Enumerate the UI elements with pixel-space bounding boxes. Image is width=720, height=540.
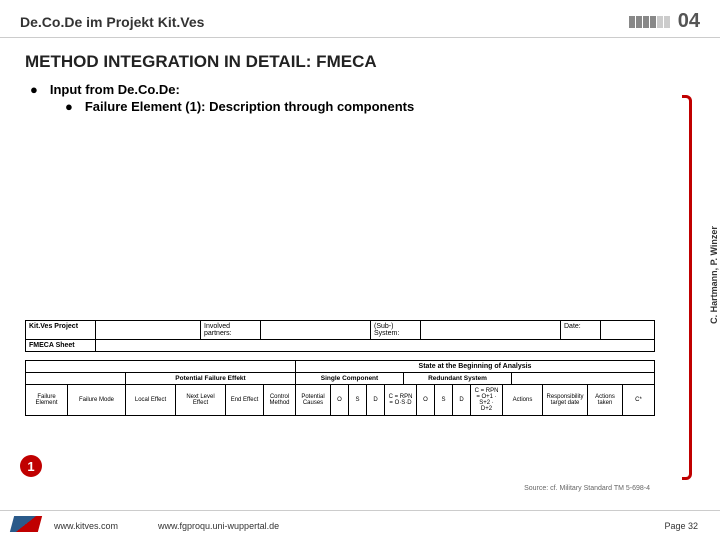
sh-rs: Redundant System bbox=[404, 373, 512, 384]
fmeca-label: FMECA Sheet bbox=[26, 340, 96, 352]
progress-bars-icon bbox=[629, 16, 670, 28]
col-o1: O bbox=[331, 385, 349, 415]
col-cstar: C* bbox=[623, 385, 654, 415]
col-next-level: Next Level Effect bbox=[176, 385, 226, 415]
fmeca-sheet-row: FMECA Sheet bbox=[25, 340, 655, 352]
fmeca-figure: Kit.Ves Project Involved partners: (Sub-… bbox=[25, 320, 655, 416]
slide-title: METHOD INTEGRATION IN DETAIL: FMECA bbox=[0, 38, 720, 82]
col-rpn1: C = RPN = O·S·D bbox=[385, 385, 417, 415]
figure-top-row: Kit.Ves Project Involved partners: (Sub-… bbox=[25, 320, 655, 340]
side-brace-icon bbox=[682, 95, 692, 480]
bullet-main-text: Input from De.Co.De: bbox=[50, 82, 180, 97]
bullet-dot: ● bbox=[65, 99, 73, 114]
state-header-row: State at the Beginning of Analysis bbox=[25, 360, 655, 373]
slide-number: 04 bbox=[678, 10, 700, 33]
kitves-logo-icon bbox=[12, 516, 46, 536]
cell-date-label: Date: bbox=[561, 321, 601, 340]
col-local-effect: Local Effect bbox=[126, 385, 176, 415]
bullet-dot: ● bbox=[30, 82, 38, 97]
col-responsibility: Responsibility target date bbox=[543, 385, 588, 415]
col-potential-causes: Potential Causes bbox=[296, 385, 331, 415]
project-label: De.Co.De im Projekt Kit.Ves bbox=[20, 14, 204, 30]
cell-involved-label: Involved partners: bbox=[201, 321, 261, 340]
state-title: State at the Beginning of Analysis bbox=[296, 361, 654, 372]
footer-url-1: www.kitves.com bbox=[54, 521, 118, 531]
state-blank bbox=[26, 361, 296, 372]
slide-footer: www.kitves.com www.fgproqu.uni-wuppertal… bbox=[0, 510, 720, 540]
sh-sc: Single Component bbox=[296, 373, 404, 384]
cell-date bbox=[601, 321, 655, 340]
bullet-sub-text: Failure Element (1): Description through… bbox=[85, 99, 414, 114]
col-failure-element: Failure Element bbox=[26, 385, 68, 415]
col-failure-mode: Failure Mode bbox=[68, 385, 126, 415]
col-rpn2: C = RPN = O+1 · S+2 · D+2 bbox=[471, 385, 503, 415]
sub-header-row: Potential Failure Effekt Single Componen… bbox=[25, 373, 655, 385]
cell-project-label: Kit.Ves Project bbox=[26, 321, 96, 340]
state-table: State at the Beginning of Analysis Poten… bbox=[25, 360, 655, 416]
col-s2: S bbox=[435, 385, 453, 415]
col-actions-taken: Actions taken bbox=[588, 385, 623, 415]
col-actions: Actions bbox=[503, 385, 543, 415]
source-text: Source: cf. Military Standard TM 5-698-4 bbox=[524, 485, 650, 492]
col-d2: D bbox=[453, 385, 471, 415]
bullet-sub: ● Failure Element (1): Description throu… bbox=[65, 99, 690, 114]
content-area: ● Input from De.Co.De: ● Failure Element… bbox=[0, 82, 720, 114]
footer-url-2: www.fgproqu.uni-wuppertal.de bbox=[158, 521, 279, 531]
side-credit: C. Hartmann, P. Winzer bbox=[709, 226, 719, 324]
header-right: 04 bbox=[629, 10, 700, 33]
sh-blank bbox=[26, 373, 126, 384]
cell-project bbox=[96, 321, 201, 340]
detail-row: Failure Element Failure Mode Local Effec… bbox=[25, 385, 655, 416]
callout-circle-1: 1 bbox=[20, 455, 42, 477]
fmeca-blank bbox=[96, 340, 655, 352]
col-o2: O bbox=[417, 385, 435, 415]
cell-subsystem-label: (Sub-) System: bbox=[371, 321, 421, 340]
footer-page: Page 32 bbox=[664, 521, 698, 531]
sh-pfe: Potential Failure Effekt bbox=[126, 373, 296, 384]
slide-header: De.Co.De im Projekt Kit.Ves 04 bbox=[0, 0, 720, 38]
sh-rest bbox=[512, 373, 654, 384]
bullet-main: ● Input from De.Co.De: bbox=[30, 82, 690, 97]
col-s1: S bbox=[349, 385, 367, 415]
cell-subsystem bbox=[421, 321, 561, 340]
col-control-method: Control Method bbox=[264, 385, 296, 415]
col-end-effect: End Effect bbox=[226, 385, 264, 415]
cell-involved bbox=[261, 321, 371, 340]
col-d1: D bbox=[367, 385, 385, 415]
